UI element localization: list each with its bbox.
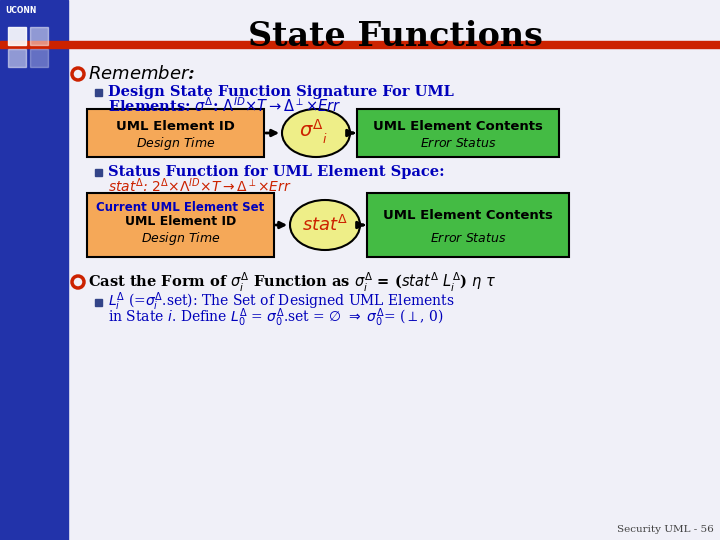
Text: UML Element Contents: UML Element Contents: [383, 209, 553, 222]
Text: $\mathit{Remember}$:: $\mathit{Remember}$:: [88, 65, 195, 83]
Text: Status Function for UML Element Space:: Status Function for UML Element Space:: [108, 165, 445, 179]
Text: Elements: $\sigma^{\Delta}$: $\Lambda^{ID}{\times}T \rightarrow \Delta^{\perp}{\: Elements: $\sigma^{\Delta}$: $\Lambda^{I…: [108, 97, 341, 116]
Bar: [0, 0, 68, 540]
Bar: [95, 299, 102, 306]
Ellipse shape: [282, 109, 350, 157]
FancyBboxPatch shape: [87, 109, 264, 157]
Bar: [30, 27, 48, 45]
Text: $\mathit{Design\ Time}$: $\mathit{Design\ Time}$: [140, 230, 220, 247]
Text: Cast the Form of $\sigma^{\Delta}_{i}$ Function as $\sigma^{\Delta}_{i}$ = ($\ma: Cast the Form of $\sigma^{\Delta}_{i}$ F…: [88, 271, 497, 294]
Text: Design State Function Signature For UML: Design State Function Signature For UML: [108, 85, 454, 99]
Bar: [8, 49, 26, 67]
Ellipse shape: [290, 200, 360, 250]
Text: $\mathit{Error\ Status}$: $\mathit{Error\ Status}$: [420, 137, 496, 150]
Bar: [8, 27, 26, 45]
Text: UML Element ID: UML Element ID: [116, 119, 235, 133]
Text: UML Element Contents: UML Element Contents: [373, 119, 543, 133]
Text: UML Element ID: UML Element ID: [125, 215, 236, 228]
Bar: [0, 41, 720, 48]
Text: UCONN: UCONN: [5, 6, 37, 15]
Text: $\mathit{Error\ Status}$: $\mathit{Error\ Status}$: [430, 232, 506, 245]
Text: $\mathit{stat}^{\Delta}$: $2^{\Delta}{\times}\Lambda^{ID}{\times}T \rightarrow \: $\mathit{stat}^{\Delta}$: $2^{\Delta}{\t…: [108, 177, 292, 195]
Bar: [30, 49, 48, 67]
Text: $\mathit{stat}^{\Delta}$: $\mathit{stat}^{\Delta}$: [302, 215, 348, 235]
Text: in State $i$. Define $L^{\Delta}_{0}$ = $\sigma^{\Delta}_{0}$.set = $\varnothing: in State $i$. Define $L^{\Delta}_{0}$ = …: [108, 307, 444, 329]
FancyBboxPatch shape: [357, 109, 559, 157]
Text: $\sigma^{\Delta}$: $\sigma^{\Delta}$: [299, 119, 323, 141]
FancyBboxPatch shape: [367, 193, 569, 257]
Bar: [95, 169, 102, 176]
Text: $\mathit{Design\ Time}$: $\mathit{Design\ Time}$: [135, 134, 215, 152]
Text: $L^{\Delta}_{i}$ (=$\sigma^{\Delta}_{i}$.set): The Set of Designed UML Elements: $L^{\Delta}_{i}$ (=$\sigma^{\Delta}_{i}$…: [108, 291, 454, 313]
Text: Security UML - 56: Security UML - 56: [617, 525, 714, 534]
FancyBboxPatch shape: [87, 193, 274, 257]
Text: Current UML Element Set: Current UML Element Set: [96, 201, 265, 214]
Text: State Functions: State Functions: [248, 20, 542, 53]
Text: $i$: $i$: [323, 132, 328, 146]
Bar: [95, 89, 102, 96]
